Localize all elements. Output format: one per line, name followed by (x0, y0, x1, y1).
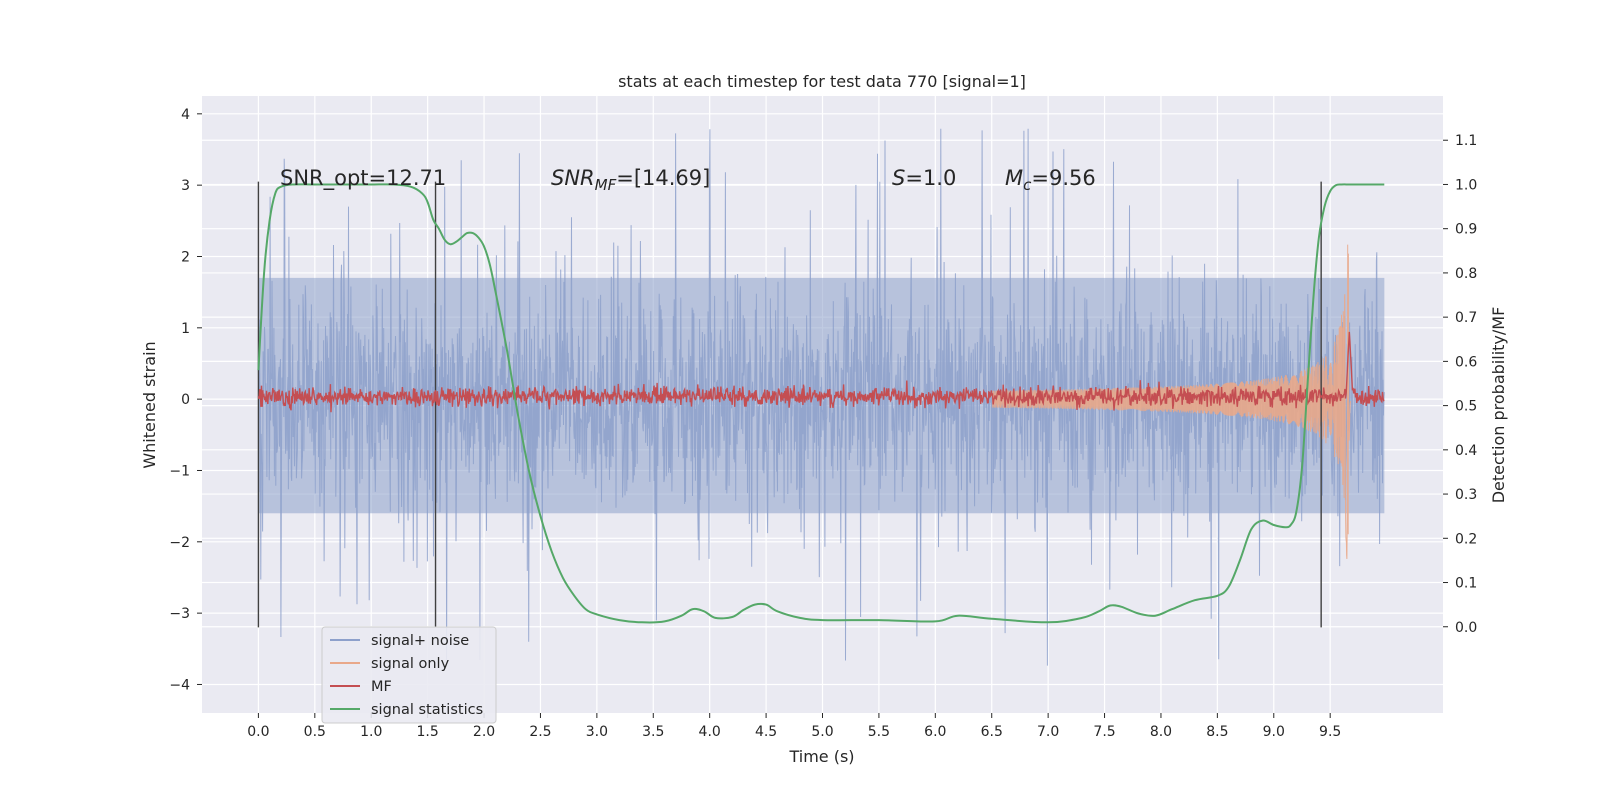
y-right-tick-label: 1.0 (1455, 177, 1477, 193)
x-tick-label: 3.5 (642, 724, 664, 740)
x-tick-label: 2.5 (529, 724, 551, 740)
annotation-mc-sub: c (1023, 176, 1032, 194)
x-axis: 0.0 0.5 1.0 1.5 2.0 2.5 3.0 3.5 4.0 4.5 5.0 5.5 6.0 6… (247, 713, 1341, 740)
y-left-tick-label: 1 (181, 321, 190, 337)
y-right-tick-label: 0.7 (1455, 310, 1477, 326)
y-right-tick-label: 0.4 (1455, 443, 1477, 459)
signal-statistics-series (257, 183, 1385, 624)
legend-label-mf: MF (371, 679, 392, 695)
x-tick-label: 6.5 (981, 724, 1003, 740)
annotation-snr-mf-label: SNR (551, 166, 595, 190)
y-right-tick-label: 1.1 (1455, 133, 1477, 149)
x-tick-label: 4.0 (699, 724, 721, 740)
mf-line (257, 331, 1385, 413)
x-tick-label: 8.0 (1150, 724, 1172, 740)
x-tick-label: 5.5 (868, 724, 890, 740)
y-left-tick-label: −2 (169, 535, 190, 551)
y-left-tick-label: −4 (169, 677, 190, 693)
x-tick-label: 8.5 (1206, 724, 1228, 740)
x-tick-label: 0.5 (304, 724, 326, 740)
x-axis-label: Time (s) (788, 747, 854, 766)
y-axis-right-label: Detection probability/MF (1489, 307, 1508, 504)
y-right-tick-label: 0.0 (1455, 620, 1477, 636)
legend: signal+ noise signal only MF signal stat… (321, 626, 497, 724)
x-tick-label: 0.0 (247, 724, 269, 740)
y-left-tick-label: 2 (181, 249, 190, 265)
y-right-tick-label: 0.9 (1455, 222, 1477, 238)
x-tick-label: 5.0 (811, 724, 833, 740)
annotation-mc-label: M (1005, 166, 1023, 190)
x-tick-label: 9.0 (1263, 724, 1285, 740)
x-tick-label: 6.0 (924, 724, 946, 740)
y-axis-left-label: Whitened strain (140, 341, 159, 468)
y-left-tick-label: 3 (181, 178, 190, 194)
y-left-tick-label: 0 (181, 392, 190, 408)
legend-box (321, 626, 497, 724)
y-left-tick-label: −3 (169, 606, 190, 622)
x-tick-label: 7.5 (1093, 724, 1115, 740)
annotation-snr-mf-value: =[14.69] (616, 166, 710, 190)
annotation-snr-mf-sub: MF (595, 176, 617, 194)
y-right-tick-label: 0.3 (1455, 487, 1477, 503)
x-tick-label: 3.0 (586, 724, 608, 740)
segment-markers (257, 181, 1322, 628)
annotation-s: S=1.0 (892, 166, 956, 190)
x-tick-label: 1.5 (417, 724, 439, 740)
y-axis-right: 0.0 0.1 0.2 0.3 0.4 0.5 0.6 0.7 0.8 0.9 1.0 1.1 (1443, 133, 1477, 636)
y-right-tick-label: 0.2 (1455, 531, 1477, 547)
y-axis-left: −4 −3 −2 −1 0 1 2 3 4 (169, 107, 202, 693)
y-right-tick-label: 0.6 (1455, 354, 1477, 370)
chart-title: stats at each timestep for test data 770… (618, 72, 1026, 91)
y-right-tick-label: 0.5 (1455, 399, 1477, 415)
legend-label-signal-noise: signal+ noise (371, 633, 469, 649)
x-tick-label: 4.5 (755, 724, 777, 740)
mf-series (257, 331, 1385, 413)
y-right-tick-label: 0.1 (1455, 576, 1477, 592)
x-tick-label: 7.0 (1037, 724, 1059, 740)
legend-label-signal-statistics: signal statistics (371, 702, 483, 718)
annotation-mc: Mc=9.56 (1005, 166, 1096, 194)
annotation-snr-opt: SNR_opt=12.71 (280, 166, 446, 191)
y-left-tick-label: −1 (169, 463, 190, 479)
signal-statistics-line (257, 183, 1385, 624)
x-tick-label: 1.0 (360, 724, 382, 740)
y-right-tick-label: 0.8 (1455, 266, 1477, 282)
annotation-s-label: S (892, 166, 905, 190)
annotation-mc-value: =9.56 (1031, 166, 1095, 190)
annotation-s-value: =1.0 (905, 166, 956, 190)
x-tick-label: 2.0 (473, 724, 495, 740)
legend-label-signal-only: signal only (371, 656, 450, 672)
y-left-tick-label: 4 (181, 107, 190, 123)
annotation-snr-mf: SNRMF=[14.69] (551, 166, 710, 194)
x-tick-label: 9.5 (1319, 724, 1341, 740)
